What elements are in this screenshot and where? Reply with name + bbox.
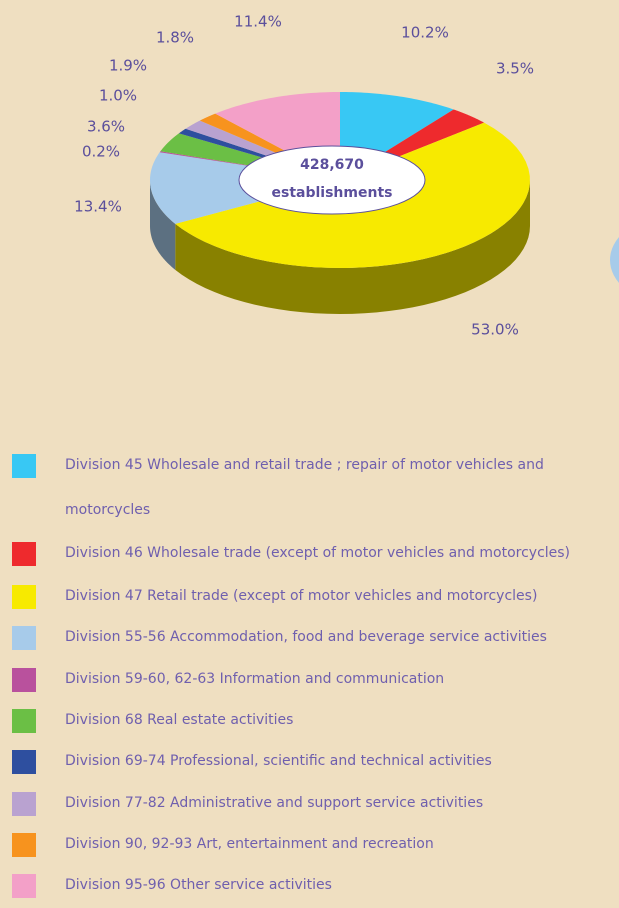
center-box: [238, 145, 426, 215]
legend-swatch: [12, 750, 36, 774]
legend-swatch: [12, 585, 36, 609]
legend-swatch: [12, 542, 36, 566]
legend-label: Division 90, 92-93 Art, entertainment an…: [65, 836, 434, 852]
value-label: 0.2%: [82, 143, 120, 161]
center-label: establishments: [272, 185, 393, 201]
legend-label: Division 46 Wholesale trade (except of m…: [65, 545, 571, 561]
legend-label: Division 68 Real estate activities: [65, 712, 294, 728]
legend-swatch: [12, 833, 36, 857]
legend-swatch: [12, 792, 36, 816]
legend-label: Division 45 Wholesale and retail trade ;…: [65, 457, 544, 518]
value-label: 3.6%: [87, 118, 125, 136]
legend-label: Division 47 Retail trade (except of moto…: [65, 588, 538, 604]
value-label: 1.0%: [99, 87, 137, 105]
value-label: 1.9%: [109, 57, 147, 75]
slice-side: [175, 180, 530, 314]
value-label: 11.4%: [234, 13, 282, 31]
legend-swatch: [12, 668, 36, 692]
center-label: 428,670: [300, 157, 364, 173]
legend-swatch: [12, 454, 36, 478]
legend-label: Division 95-96 Other service activities: [65, 877, 332, 893]
legend-label: Division 59-60, 62-63 Information and co…: [65, 671, 445, 687]
value-label: 13.4%: [74, 198, 122, 216]
value-label: 53.0%: [471, 321, 519, 339]
decoration: [610, 237, 619, 283]
legend-label: Division 77-82 Administrative and suppor…: [65, 795, 484, 811]
chart: 10.2% 3.5% 53.0% 13.4% 0.2% 3.6% 1.0% 1.9% 1.8% 1…: [74, 13, 619, 339]
value-label: 10.2%: [401, 24, 449, 42]
legend-label: Division 69-74 Professional, scientific …: [65, 753, 492, 769]
legend-swatch: [12, 874, 36, 898]
legend-swatch: [12, 626, 36, 650]
value-label: 3.5%: [496, 60, 534, 78]
legend-swatch: [12, 709, 36, 733]
legend-label: Division 55-56 Accommodation, food and b…: [65, 629, 547, 645]
slice-side: [150, 180, 176, 270]
value-label: 1.8%: [156, 29, 194, 47]
